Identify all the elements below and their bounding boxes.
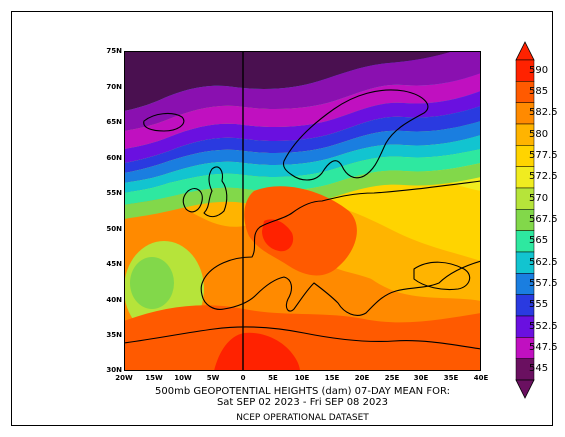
colorbar-label: 572.5 (529, 171, 558, 183)
ring-magenta (124, 73, 481, 149)
lat-label: 60N (106, 154, 122, 162)
caption-title: 500mb GEOPOTENTIAL HEIGHTS (dam) 07-DAY … (155, 386, 450, 397)
lon-label: 20W (115, 374, 133, 382)
north-africa-high (124, 305, 481, 371)
black-sea-outline (413, 261, 471, 291)
colorbar-label: 582.5 (529, 107, 558, 119)
ireland-outline (182, 188, 203, 213)
colorbar-label: 562.5 (529, 256, 558, 268)
lat-label: 75N (106, 47, 122, 55)
lat-label: 35N (106, 331, 122, 339)
lon-label: 10W (174, 374, 192, 382)
north-africa-core (214, 332, 300, 371)
ring-lightblue (124, 121, 481, 183)
ring-teal (124, 149, 481, 205)
ring-cyan (124, 135, 481, 193)
continental-europe-outline (200, 180, 481, 316)
lat-label: 65N (106, 118, 122, 126)
colorbar-label: 577.5 (529, 150, 558, 161)
geopotential-height-map (124, 51, 481, 371)
central-europe-high (244, 186, 357, 276)
colorbar-label: 552.5 (529, 320, 558, 332)
colorbar-label: 570 (529, 192, 549, 204)
colorbar-label: 557.5 (529, 278, 558, 289)
coastlines (124, 89, 481, 350)
colorbar-label: 590 (529, 64, 549, 76)
polar-low-purple (124, 51, 481, 131)
contour-field (124, 51, 481, 371)
lon-label: 20E (354, 374, 370, 382)
colorbar-label: 547.5 (529, 342, 558, 353)
colorbar-bottom-arrow (515, 379, 535, 399)
figure-frame (11, 11, 553, 426)
colorbar-label: 545 (529, 363, 549, 375)
north-africa-coast (124, 326, 481, 350)
lat-label: 70N (106, 83, 122, 91)
colorbar-top-arrow (515, 41, 535, 61)
lat-label: 55N (106, 189, 122, 197)
lon-label: 15W (145, 374, 163, 382)
colorbar-label: 565 (529, 235, 549, 247)
caption-date-range: Sat SEP 02 2023 - Fri SEP 08 2023 (216, 397, 389, 408)
lon-label: 5E (268, 374, 278, 382)
colorbar-label: 580 (529, 128, 549, 140)
lat-label: 45N (106, 260, 122, 268)
lon-label: 10E (294, 374, 310, 382)
lon-label: 0 (240, 374, 246, 382)
lat-label: 40N (106, 296, 122, 304)
balkan-warm (354, 246, 481, 301)
colorbar-label: 555 (529, 299, 549, 311)
lat-label: 30N (106, 366, 122, 374)
scandinavia-outline (282, 89, 429, 181)
lon-label: 5W (206, 374, 220, 382)
lon-label: 40E (473, 374, 489, 382)
lon-label: 15E (324, 374, 340, 382)
colorbar-label: 585 (529, 86, 549, 97)
iceland-outline (143, 112, 185, 132)
map-border (124, 51, 481, 371)
ring-blue (124, 106, 481, 173)
caption-dataset: NCEP OPERATIONAL DATASET (236, 413, 369, 423)
iberian-cut-off-low-inner (130, 257, 174, 309)
lat-label: 50N (106, 225, 122, 233)
high-core-france (262, 219, 294, 252)
lon-label: 35E (443, 374, 459, 382)
polar-low-dark (124, 51, 454, 111)
great-britain-outline (203, 166, 228, 218)
colorbar (515, 41, 535, 399)
ring-violet (124, 91, 481, 163)
lon-label: 25E (384, 374, 400, 382)
lon-label: 30E (413, 374, 429, 382)
colorbar-label: 567.5 (529, 214, 558, 225)
